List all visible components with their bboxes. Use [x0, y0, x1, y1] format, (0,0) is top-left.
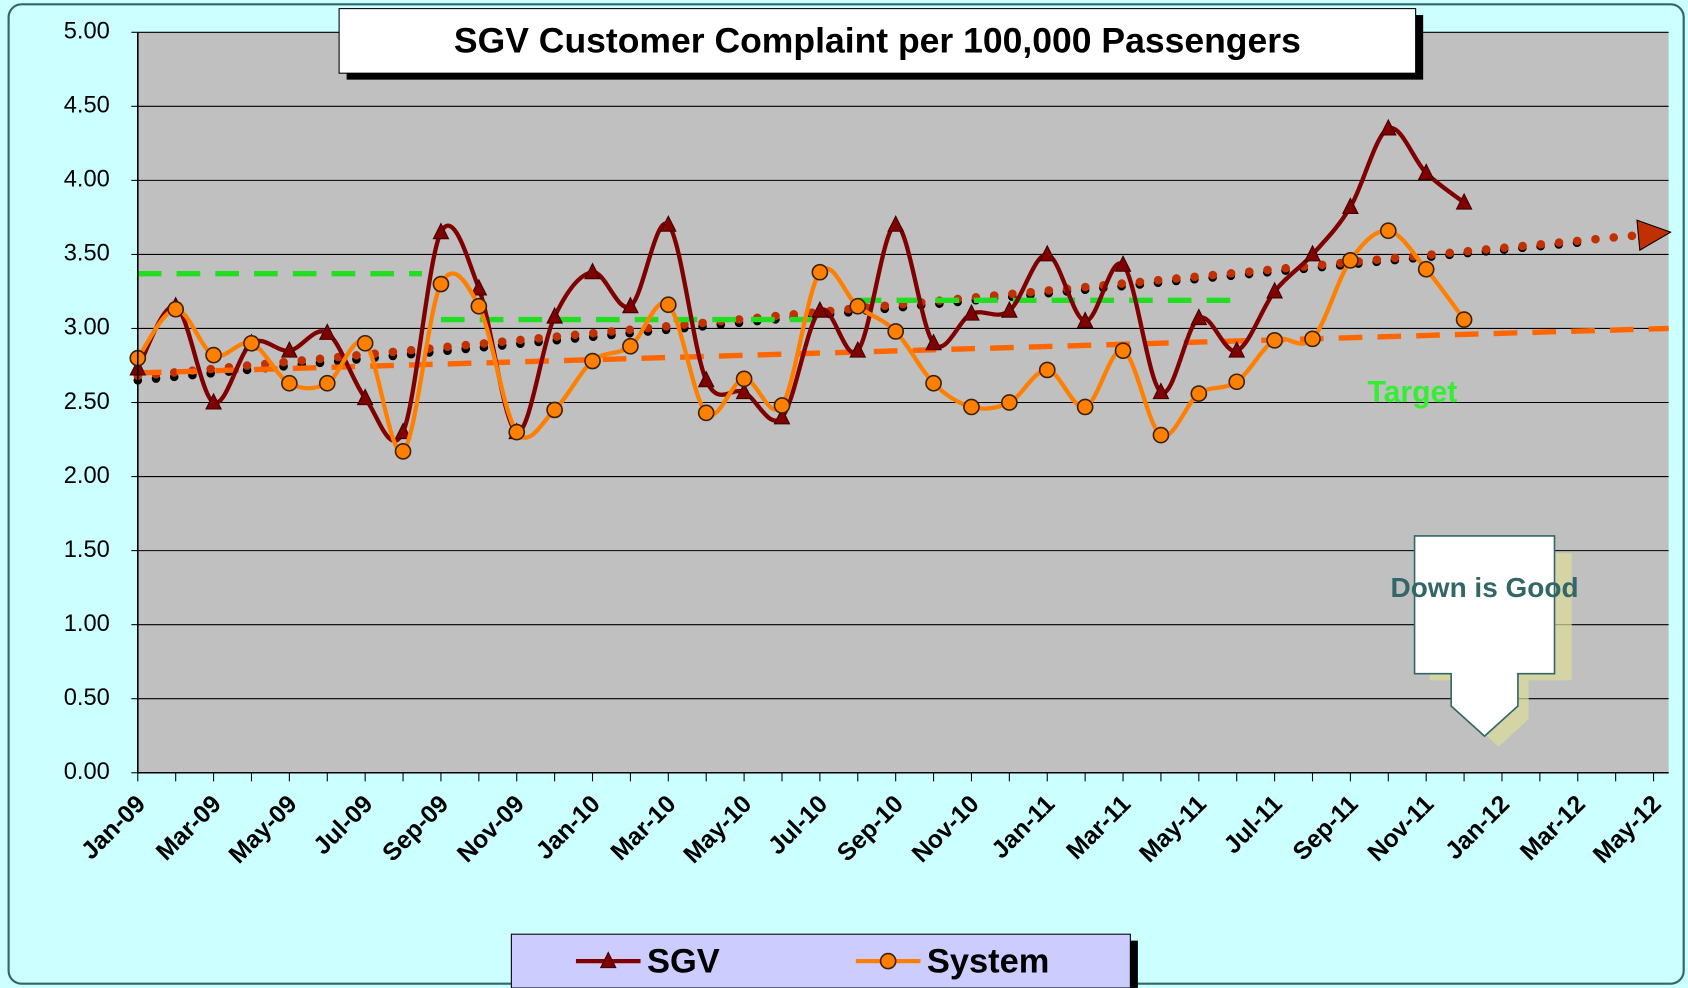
data-point [1304, 244, 1321, 262]
data-point [622, 337, 639, 355]
data-point [1455, 311, 1473, 328]
data-point [281, 374, 298, 392]
data-point [1190, 385, 1208, 402]
data-point [811, 263, 829, 281]
legend-label: SGV [647, 942, 720, 980]
data-point [1152, 382, 1170, 400]
data-point [318, 323, 336, 340]
legend-marker [879, 952, 897, 970]
data-point [205, 392, 222, 410]
data-point [925, 333, 942, 351]
data-point [1076, 311, 1094, 329]
down-is-good: Down is Good [1391, 535, 1579, 747]
y-tick-label: 1.50 [64, 537, 110, 563]
data-point [318, 374, 336, 392]
reference-line [137, 325, 1669, 376]
data-point [1038, 361, 1056, 379]
y-tick-label: 5.00 [64, 19, 110, 45]
data-point [356, 388, 374, 406]
target-label: Target [1367, 376, 1457, 409]
y-tick-label: 0.50 [64, 685, 110, 711]
y-tick-label: 2.00 [64, 463, 110, 489]
data-point [1000, 300, 1018, 318]
data-point [773, 397, 791, 414]
data-point [1341, 197, 1359, 215]
data-point [735, 370, 753, 388]
down-is-good-text: Down is Good [1391, 572, 1579, 603]
y-tick-label: 4.00 [64, 167, 110, 193]
data-point [659, 296, 677, 314]
data-point [963, 303, 980, 321]
legend-marker [599, 951, 617, 969]
data-point [1455, 192, 1473, 210]
data-point [811, 300, 829, 318]
data-point [697, 370, 715, 388]
data-point [659, 214, 677, 232]
title-box [338, 8, 1417, 74]
data-point [1266, 331, 1283, 349]
data-point [887, 214, 905, 232]
data-point [1379, 222, 1397, 240]
data-point [735, 382, 753, 400]
data-point [925, 374, 942, 392]
data-point [280, 340, 298, 358]
data-point [622, 296, 639, 314]
data-point [1417, 260, 1435, 278]
data-point [1417, 163, 1435, 180]
chart-title: SGV Customer Complaint per 100,000 Passe… [454, 20, 1301, 60]
data-point [356, 334, 374, 352]
data-point [849, 297, 867, 315]
data-point [1038, 244, 1056, 262]
data-point [432, 222, 450, 240]
data-point [394, 422, 412, 440]
data-point [1379, 118, 1397, 136]
data-point [1114, 342, 1132, 360]
data-point [1228, 373, 1246, 391]
y-tick-label: 3.50 [64, 241, 110, 267]
reference-line [133, 230, 1643, 381]
data-point [508, 423, 526, 441]
data-point [887, 323, 905, 340]
data-point [470, 297, 488, 315]
data-point [546, 306, 564, 324]
data-point [432, 275, 450, 293]
data-point [546, 401, 563, 419]
y-tick-label: 2.50 [64, 389, 110, 415]
data-point [394, 443, 412, 460]
data-point [1266, 281, 1284, 299]
legend-label: System [927, 942, 1050, 980]
data-point [849, 340, 867, 358]
y-tick-label: 0.00 [64, 759, 110, 785]
data-point [584, 262, 601, 280]
data-point [1076, 398, 1094, 416]
data-point [963, 398, 980, 416]
data-point [167, 300, 185, 318]
data-point [1001, 394, 1018, 411]
data-point [1304, 330, 1321, 348]
data-point [470, 278, 488, 296]
y-tick-label: 1.00 [64, 611, 110, 637]
data-point [243, 334, 260, 352]
trend-arrow [1636, 219, 1672, 252]
data-point [1342, 252, 1359, 269]
data-point [773, 407, 791, 425]
data-point [697, 404, 715, 422]
data-point [205, 346, 222, 364]
y-tick-label: 3.00 [64, 315, 110, 341]
data-point [584, 352, 601, 370]
data-point [1228, 340, 1246, 358]
y-tick-label: 4.50 [64, 93, 110, 119]
data-point [1114, 254, 1132, 272]
data-point [1190, 308, 1208, 326]
data-point [1152, 426, 1170, 444]
